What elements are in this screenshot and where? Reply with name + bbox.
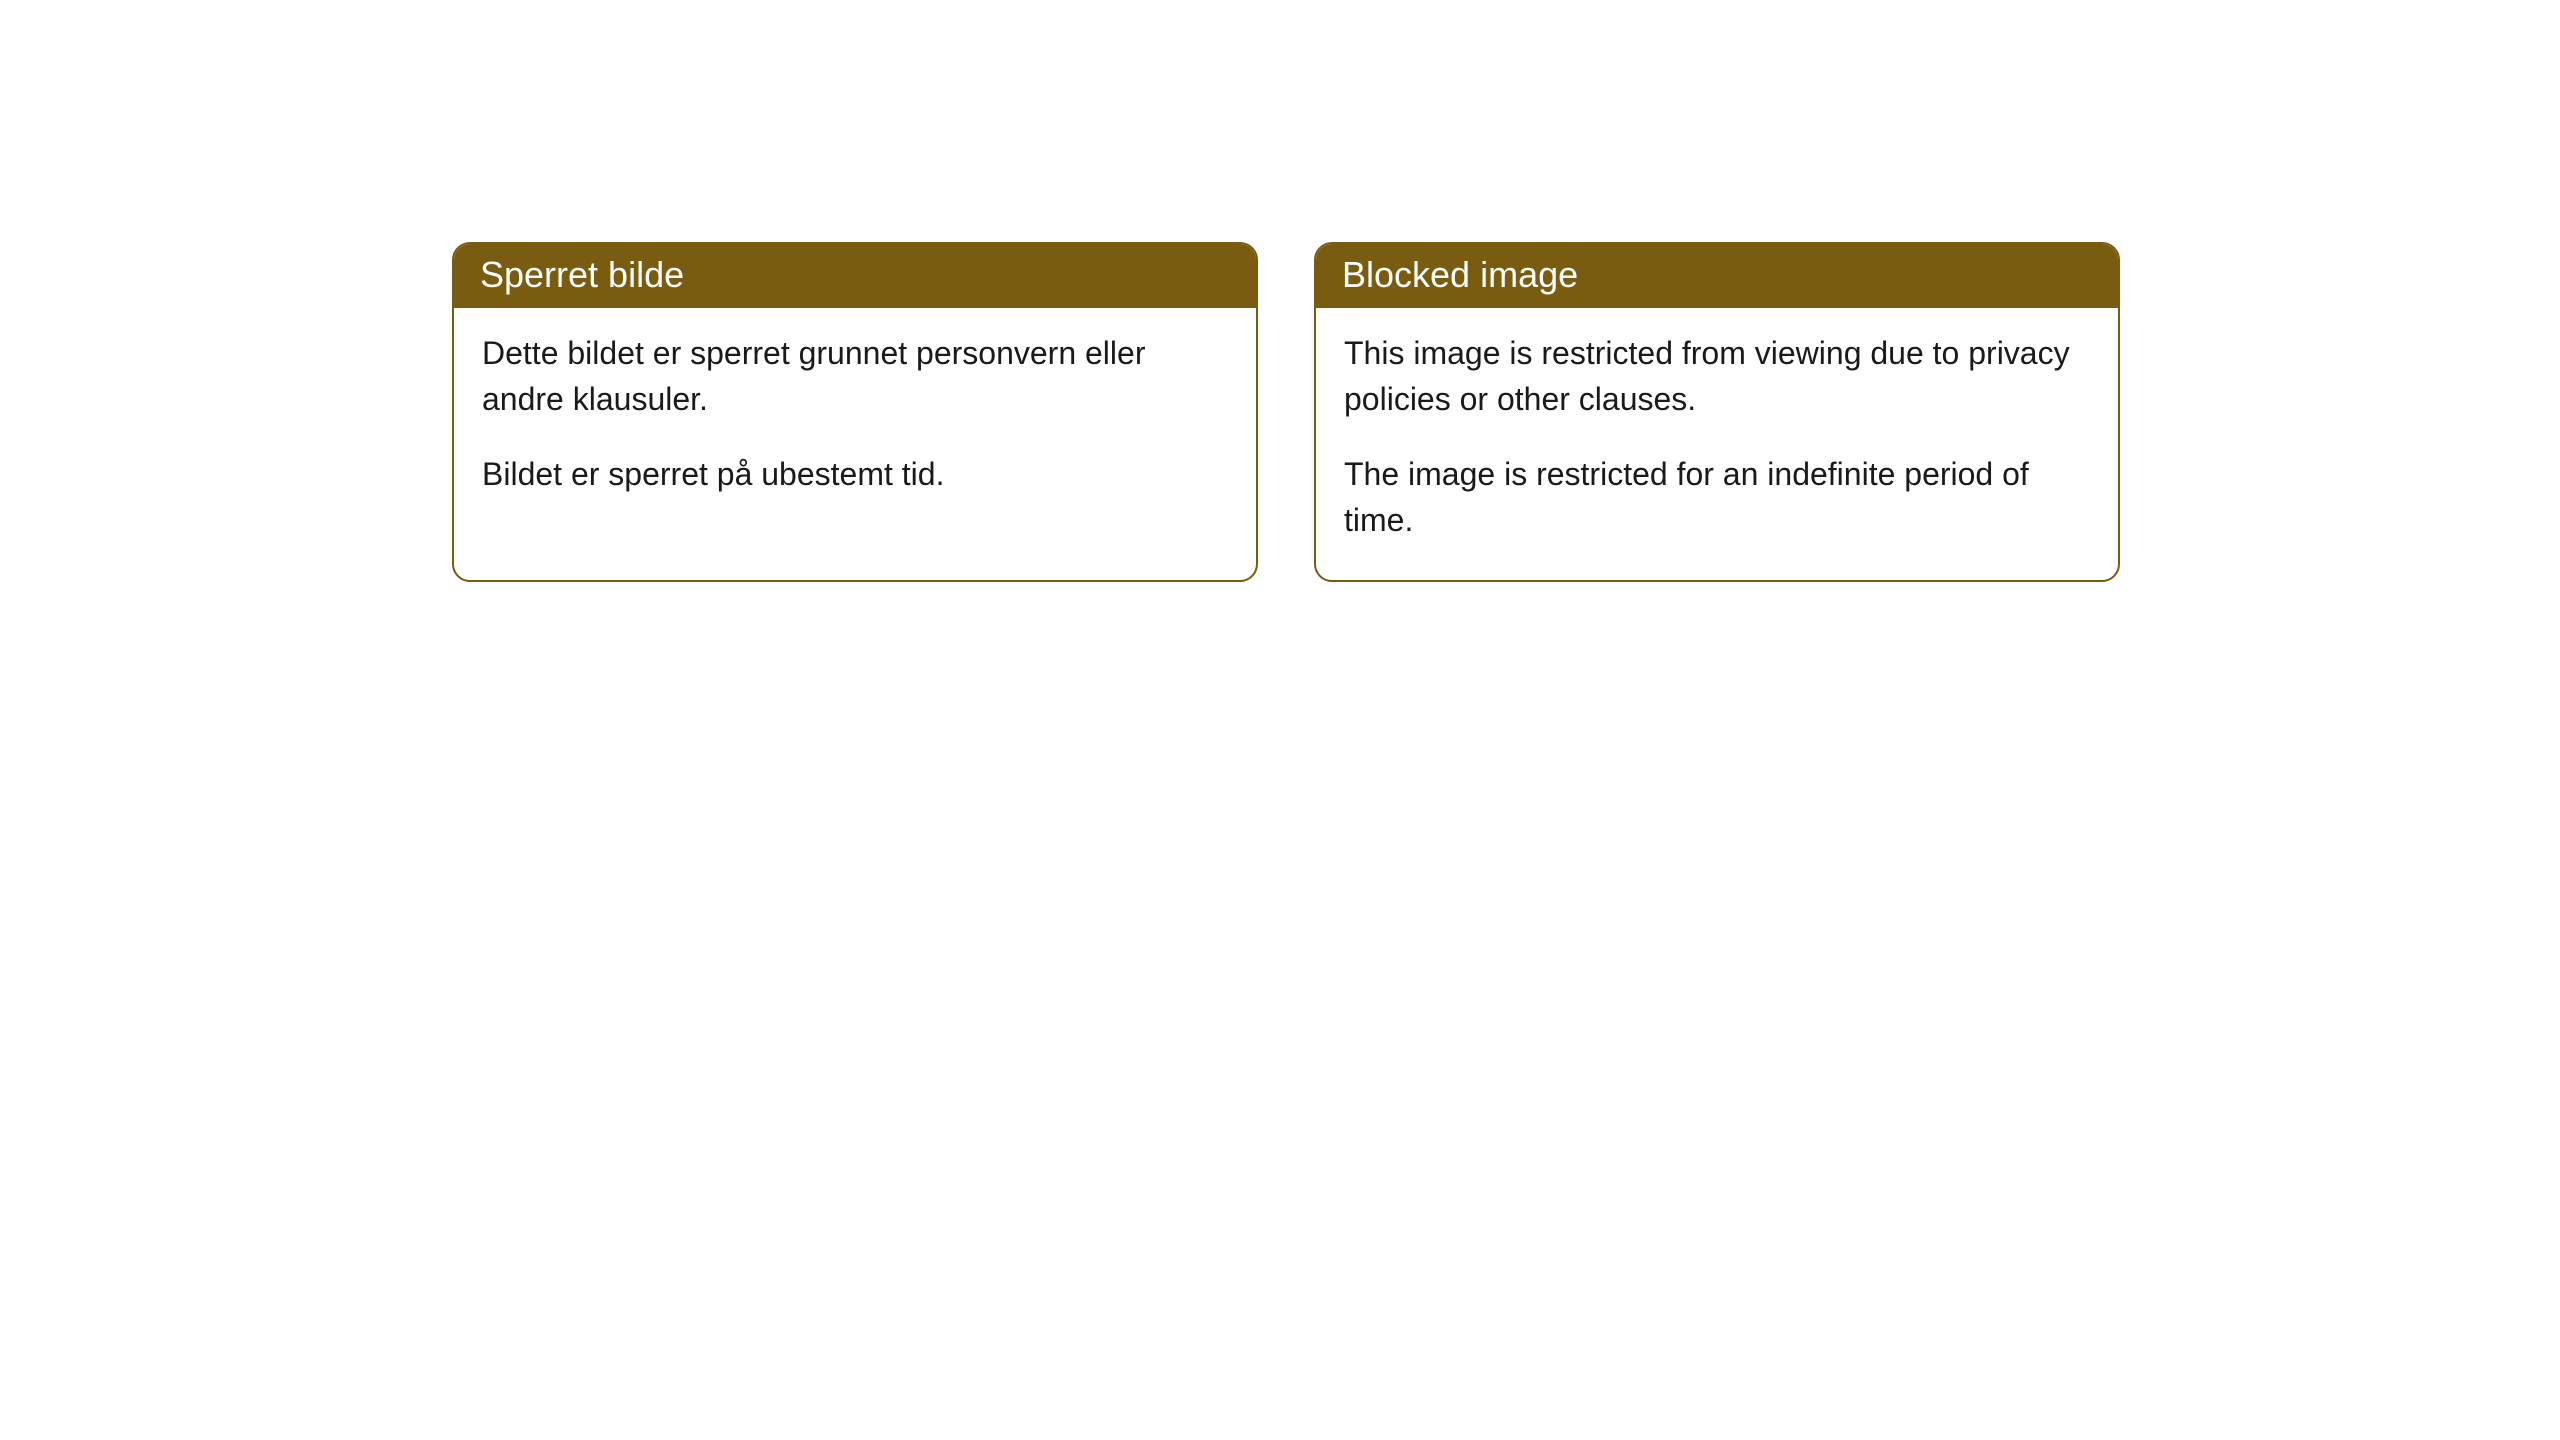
card-paragraph: The image is restricted for an indefinit… xyxy=(1344,451,2090,544)
card-paragraph: Bildet er sperret på ubestemt tid. xyxy=(482,451,1228,497)
card-body-norwegian: Dette bildet er sperret grunnet personve… xyxy=(454,308,1256,533)
card-header-norwegian: Sperret bilde xyxy=(454,244,1256,308)
card-norwegian: Sperret bilde Dette bildet er sperret gr… xyxy=(452,242,1258,582)
card-english: Blocked image This image is restricted f… xyxy=(1314,242,2120,582)
card-paragraph: Dette bildet er sperret grunnet personve… xyxy=(482,330,1228,423)
card-header-english: Blocked image xyxy=(1316,244,2118,308)
card-paragraph: This image is restricted from viewing du… xyxy=(1344,330,2090,423)
card-body-english: This image is restricted from viewing du… xyxy=(1316,308,2118,580)
card-container: Sperret bilde Dette bildet er sperret gr… xyxy=(452,242,2120,582)
